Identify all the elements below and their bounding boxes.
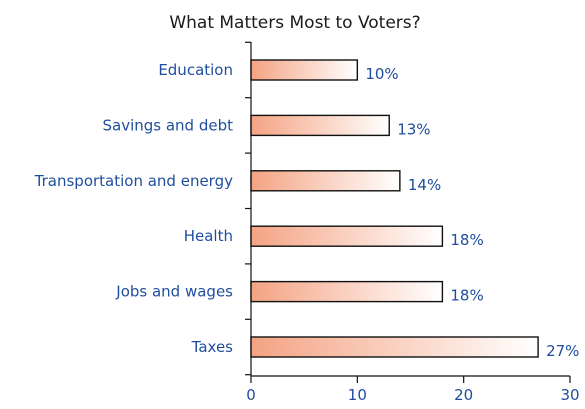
- bar-transportation-and-energy: [250, 170, 401, 192]
- category-label: Education: [158, 61, 233, 79]
- value-label: 13%: [397, 120, 430, 138]
- value-label: 14%: [408, 176, 441, 194]
- bar-savings-and-debt: [250, 114, 390, 137]
- bar-health: [250, 225, 444, 247]
- value-label: 18%: [450, 231, 483, 249]
- category-label: Transportation and energy: [34, 172, 233, 190]
- category-label: Health: [184, 227, 233, 245]
- x-tick-label: 0: [246, 386, 256, 404]
- x-tick-label: 30: [560, 386, 579, 404]
- category-label: Savings and debt: [102, 116, 233, 134]
- x-tick-label: 20: [454, 386, 473, 404]
- bar-jobs-and-wages: [250, 280, 444, 303]
- axis-layer: 0 10 20 30: [245, 41, 580, 404]
- value-label: 18%: [450, 287, 483, 305]
- x-tick-label: 10: [348, 386, 367, 404]
- value-label: 27%: [546, 342, 579, 360]
- bars-layer: Education 10% Savings and debt 13% Transport…: [34, 59, 579, 360]
- value-label: 10%: [365, 65, 398, 83]
- category-label: Taxes: [191, 338, 234, 356]
- bar-education: [250, 59, 359, 81]
- chart-title: What Matters Most to Voters?: [169, 13, 420, 33]
- category-label: Jobs and wages: [115, 283, 233, 301]
- bar-taxes: [250, 336, 539, 358]
